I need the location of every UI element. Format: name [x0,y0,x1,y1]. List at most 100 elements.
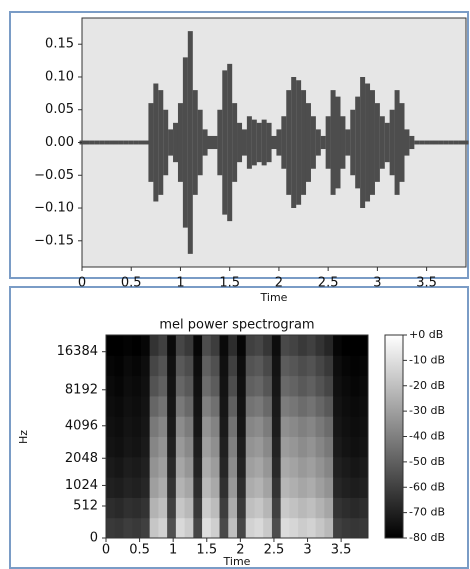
heatmap-cell [245,375,255,397]
heatmap-cell [228,497,238,519]
heatmap-cell [237,517,247,539]
heatmap-cell [289,355,299,377]
y-tick-label: −0.05 [34,168,74,183]
heatmap-cell [228,355,238,377]
heatmap-cell [202,436,212,458]
heatmap-cell [263,416,273,437]
heatmap-cell [350,416,360,437]
heatmap-cell [298,477,308,498]
heatmap-cell [219,335,229,356]
heatmap-cell [140,517,151,539]
heatmap-cell [158,375,168,397]
heatmap-cell [123,395,133,417]
heatmap-cell [202,355,212,377]
heatmap-cell [149,436,159,458]
y-tick-label: 8192 [65,382,98,397]
heatmap-cell [271,477,282,498]
heatmap-cell [167,497,177,519]
heatmap-cell [158,517,168,539]
heatmap-cell [140,335,151,356]
heatmap-cell [114,375,124,397]
heatmap-cell [254,335,264,356]
x-axis-label: Time [223,555,251,568]
heatmap-cell [280,335,290,356]
heatmap-cell [271,335,282,356]
heatmap-cell [333,375,343,397]
heatmap-cell [228,477,238,498]
heatmap-cell [271,456,282,478]
heatmap-cell [158,395,168,417]
x-tick-label: 0.5 [121,276,142,291]
heatmap-cell [202,416,212,437]
heatmap-cell [106,395,116,417]
heatmap-cell [315,416,325,437]
heatmap-cell [184,456,194,478]
heatmap-cell [263,335,273,356]
heatmap-cell [324,497,334,519]
chart-title: mel power spectrogram [159,318,314,333]
heatmap-cell [175,335,186,356]
heatmap-cell [158,436,168,458]
heatmap-cell [106,375,116,397]
heatmap-cell [350,355,360,377]
heatmap-cell [289,456,299,478]
heatmap-cell [167,477,177,498]
heatmap-cell [158,335,168,356]
heatmap-cell [306,436,317,458]
heatmap-cell [114,355,124,377]
heatmap-cell [140,355,151,377]
heatmap-cell [271,436,282,458]
heatmap-cell [271,416,282,437]
heatmap-cell [324,436,334,458]
heatmap-cell [228,436,238,458]
heatmap-cell [175,416,186,437]
heatmap-cell [245,335,255,356]
heatmap-cell [123,436,133,458]
y-tick-label: 0.00 [45,135,74,150]
heatmap-cell [315,517,325,539]
heatmap-cell [140,416,151,437]
heatmap-cell [210,395,221,417]
heatmap-cell [149,375,159,397]
heatmap-cell [184,416,194,437]
y-tick-label: 2048 [65,451,98,466]
heatmap-cell [333,436,343,458]
heatmap-cell [219,395,229,417]
heatmap-cell [245,395,255,417]
heatmap-cell [341,477,352,498]
heatmap-cell [210,517,221,539]
x-tick-label: 0.5 [129,543,150,558]
heatmap-cell [271,497,282,519]
heatmap-cell [123,355,133,377]
heatmap-cell [289,477,299,498]
heatmap-cell [167,355,177,377]
heatmap-cell [210,355,221,377]
heatmap-cell [237,456,247,478]
heatmap-cell [149,395,159,417]
heatmap-cell [184,497,194,519]
heatmap-cell [280,395,290,417]
heatmap-cell [350,335,360,356]
heatmap-cell [298,456,308,478]
heatmap-cell [263,497,273,519]
x-tick-label: 2 [236,543,244,558]
heatmap-cell [263,355,273,377]
heatmap-cell [333,456,343,478]
heatmap-cell [298,497,308,519]
heatmap-cell [359,375,369,397]
heatmap-cell [132,416,142,437]
y-tick-label: 16384 [57,344,98,359]
heatmap-cell [237,355,247,377]
heatmap-cell [237,416,247,437]
heatmap-cell [140,395,151,417]
heatmap-cell [324,375,334,397]
heatmap-cell [228,517,238,539]
heatmap-cell [184,517,194,539]
heatmap-cell [298,375,308,397]
heatmap-cell [123,517,133,539]
heatmap-cell [306,497,317,519]
heatmap-cell [106,416,116,437]
heatmap-cell [333,517,343,539]
heatmap-cell [254,456,264,478]
